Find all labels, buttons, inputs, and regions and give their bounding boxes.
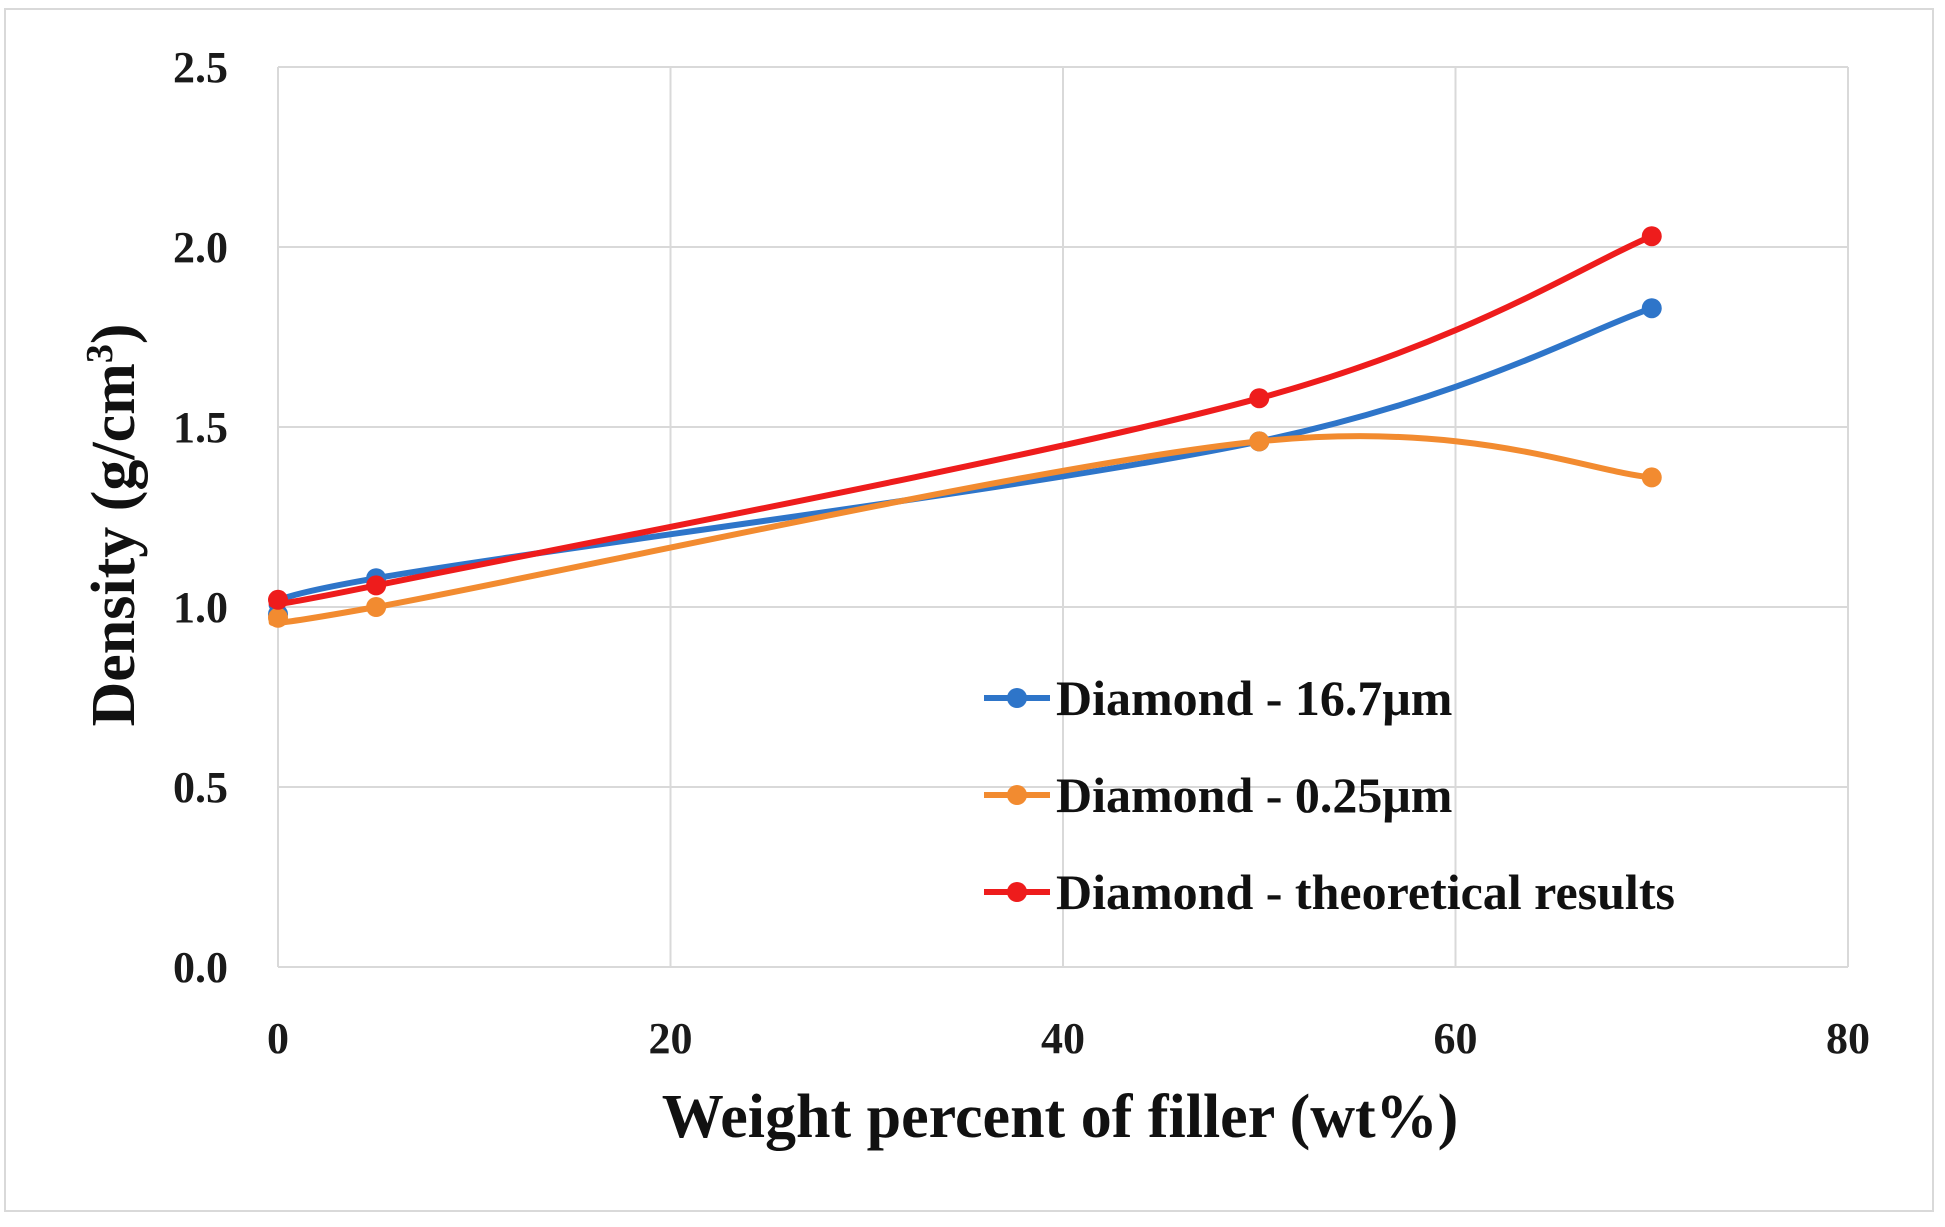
data-point-series-3	[1249, 388, 1270, 409]
series-line-1	[268, 305, 1655, 618]
legend-marker-3	[1007, 882, 1027, 902]
legend: Diamond - 16.7μm Diamond - 0.25μm Diamond …	[984, 670, 1675, 920]
x-tick-label: 40	[1041, 1014, 1085, 1063]
tick-layer: 0.0 0.5 1.0 1.5 2.0 2.5 0 20 40 60 80	[173, 43, 1870, 1063]
series-line-3	[268, 233, 1655, 608]
legend-marker-1	[1007, 688, 1027, 708]
data-point-series-3	[268, 589, 288, 610]
data-point-series-1	[1641, 298, 1662, 319]
x-tick-label: 60	[1434, 1014, 1478, 1063]
legend-label-1: Diamond - 16.7μm	[1056, 670, 1452, 726]
x-axis-title: Weight percent of filler (wt%)	[662, 1083, 1459, 1151]
data-point-series-2	[1641, 467, 1662, 488]
x-tick-label: 80	[1826, 1014, 1870, 1063]
data-point-series-2	[1249, 431, 1270, 452]
data-point-series-2	[366, 597, 387, 617]
data-point-series-3	[1641, 226, 1662, 247]
data-point-series-3	[366, 575, 387, 596]
x-tick-label: 20	[649, 1014, 693, 1063]
legend-label-2: Diamond - 0.25μm	[1056, 767, 1452, 823]
y-axis-title: Density (g/cm3)	[79, 324, 148, 727]
y-axis-title-main: Density (g/cm	[80, 363, 148, 726]
data-point-series-2	[268, 607, 288, 628]
y-tick-label: 0.5	[173, 763, 228, 812]
chart-svg: 0.0 0.5 1.0 1.5 2.0 2.5 0 20 40 60 80 Weight perce…	[79, 43, 1870, 1151]
y-tick-label: 2.0	[173, 223, 228, 272]
y-tick-label: 2.5	[173, 43, 228, 92]
y-tick-label: 1.0	[173, 583, 228, 632]
series-layer	[268, 226, 1662, 628]
legend-label-3: Diamond - theoretical results	[1056, 864, 1675, 920]
y-tick-label: 0.0	[173, 943, 228, 992]
y-axis-title-close: )	[80, 324, 148, 345]
y-tick-label: 1.5	[173, 403, 228, 452]
chart-frame: 0.0 0.5 1.0 1.5 2.0 2.5 0 20 40 60 80 Weight perce…	[4, 8, 1934, 1212]
series-line-2	[268, 433, 1655, 627]
x-tick-label: 0	[267, 1014, 289, 1063]
grid-layer	[277, 66, 1849, 968]
legend-marker-2	[1007, 785, 1027, 805]
y-axis-title-superscript: 3	[79, 344, 121, 363]
